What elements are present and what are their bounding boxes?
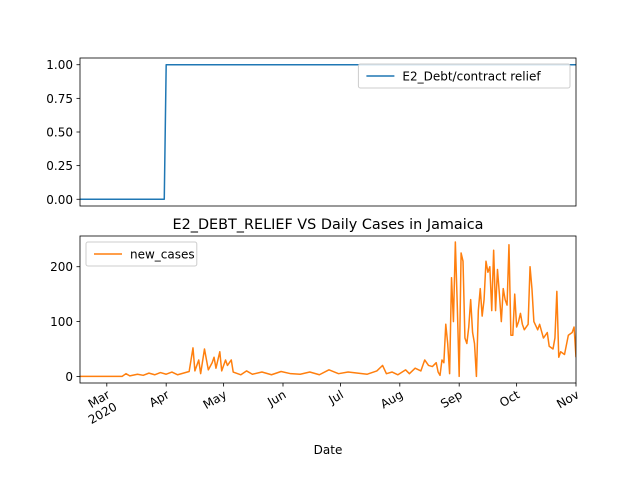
legend-box xyxy=(357,63,571,89)
y-tick-label: 200 xyxy=(50,260,73,274)
legend-label: E2_Debt/contract relief xyxy=(402,70,541,84)
y-tick-label: 0.00 xyxy=(46,193,73,207)
series-line xyxy=(80,241,576,378)
y-tick-label: 0.75 xyxy=(46,92,73,106)
y-tick-label: 0.50 xyxy=(46,126,73,140)
x-axis-label: Date xyxy=(314,443,343,457)
y-tick-label: 0 xyxy=(65,370,73,384)
y-tick-label: 100 xyxy=(50,315,73,329)
chart-title: E2_DEBT_RELIEF VS Daily Cases in Jamaica xyxy=(173,217,484,233)
y-tick-label: 1.00 xyxy=(46,58,73,72)
legend-box xyxy=(85,241,198,267)
y-tick-label: 0.25 xyxy=(46,159,73,173)
legend-label: new_cases xyxy=(130,248,195,262)
x-tick-label: Jul xyxy=(326,387,346,407)
axes-frame xyxy=(79,57,577,207)
axes-frame xyxy=(79,235,577,384)
